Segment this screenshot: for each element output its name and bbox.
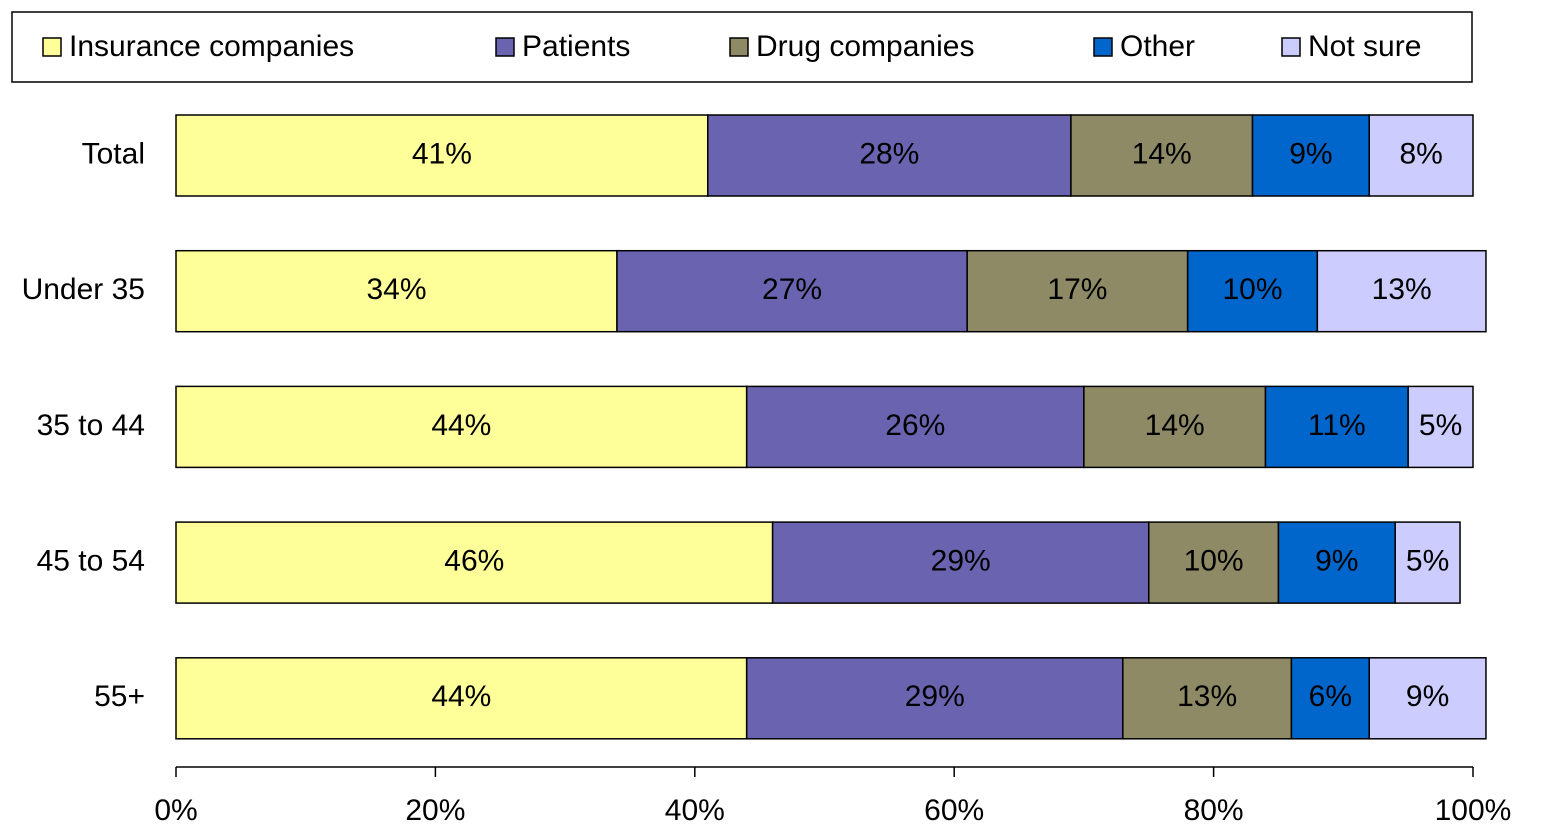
data-label: 17% <box>1047 273 1107 306</box>
bar-segment <box>1083 385 1267 469</box>
legend-swatch <box>42 37 62 57</box>
data-label: 29% <box>905 680 965 713</box>
data-label: 29% <box>931 545 991 578</box>
y-tick-label: 35 to 44 <box>37 409 145 442</box>
data-label: 34% <box>366 273 426 306</box>
x-tick-label: 40% <box>665 794 725 827</box>
x-tick-label: 60% <box>924 794 984 827</box>
bar-segment <box>1251 114 1370 197</box>
bar-segment <box>1368 657 1487 740</box>
data-label: 11% <box>1308 409 1366 442</box>
bar-segment <box>707 114 1072 197</box>
data-label: 27% <box>762 273 822 306</box>
bar-segment <box>1148 521 1280 604</box>
data-label: 5% <box>1419 409 1462 442</box>
bar-segment <box>1290 657 1370 740</box>
data-label: 8% <box>1399 137 1442 170</box>
bar-segment <box>1070 114 1254 197</box>
y-tick-label: 55+ <box>94 680 145 713</box>
legend-label: Other <box>1120 30 1195 63</box>
data-label: 28% <box>859 137 919 170</box>
bar-segment <box>1407 385 1474 469</box>
data-label: 10% <box>1222 273 1282 306</box>
bar-segment <box>1264 385 1409 469</box>
data-label: 9% <box>1315 545 1358 578</box>
data-label: 5% <box>1406 545 1449 578</box>
legend-swatch <box>1093 37 1113 57</box>
legend-swatch <box>495 37 515 57</box>
data-label: 44% <box>431 680 491 713</box>
x-tick-label: 80% <box>1184 794 1244 827</box>
bar-segment <box>1316 249 1487 333</box>
y-tick-label: Total <box>82 137 145 170</box>
data-label: 14% <box>1145 409 1205 442</box>
bar-segment <box>175 657 748 740</box>
data-label: 46% <box>444 545 504 578</box>
bar-segment <box>771 521 1150 604</box>
legend-label: Not sure <box>1308 30 1421 63</box>
legend-swatch <box>1281 37 1301 57</box>
legend-label: Patients <box>522 30 630 63</box>
y-tick-label: 45 to 54 <box>37 545 145 578</box>
bar-segment <box>175 385 748 469</box>
data-label: 10% <box>1184 545 1244 578</box>
bar-segment <box>1368 114 1474 197</box>
y-tick-label: Under 35 <box>22 273 145 306</box>
bar-segment <box>966 249 1189 333</box>
bar-segment <box>175 521 774 604</box>
x-tick-label: 20% <box>405 794 465 827</box>
data-label: 44% <box>431 409 491 442</box>
data-label: 13% <box>1177 680 1237 713</box>
data-label: 41% <box>412 137 472 170</box>
x-tick-label: 0% <box>154 794 197 827</box>
data-label: 26% <box>885 409 945 442</box>
data-label: 13% <box>1372 273 1432 306</box>
data-label: 6% <box>1309 680 1352 713</box>
bar-segment <box>1394 521 1461 604</box>
legend-label: Insurance companies <box>69 30 354 63</box>
data-label: 9% <box>1289 137 1332 170</box>
legend-label: Drug companies <box>756 30 974 63</box>
x-tick-label: 100% <box>1435 794 1512 827</box>
bar-segment <box>745 385 1085 469</box>
bar-segment <box>175 114 709 197</box>
bar-segment <box>1122 657 1293 740</box>
bar-segment <box>616 249 968 333</box>
data-label: 14% <box>1132 137 1192 170</box>
bar-segment <box>1277 521 1396 604</box>
data-label: 9% <box>1406 680 1449 713</box>
bar-segment <box>745 657 1124 740</box>
legend-swatch <box>729 37 749 57</box>
